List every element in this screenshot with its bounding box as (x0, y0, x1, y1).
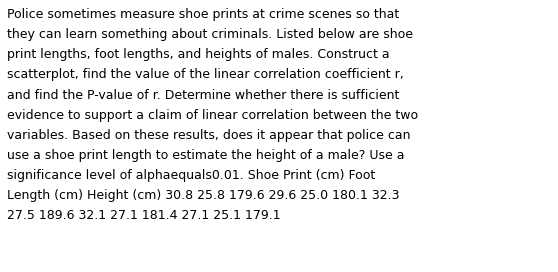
Text: evidence to support a claim of linear correlation between the two: evidence to support a claim of linear co… (7, 109, 418, 122)
Text: they can learn something about criminals. Listed below are shoe: they can learn something about criminals… (7, 28, 413, 41)
Text: scatterplot, find the value of the linear correlation coefficient r,: scatterplot, find the value of the linea… (7, 69, 404, 81)
Text: and find the P-value of r. Determine whether there is sufficient: and find the P-value of r. Determine whe… (7, 89, 400, 101)
Text: print​ lengths, foot​ lengths, and heights of males. Construct a: print​ lengths, foot​ lengths, and heigh… (7, 48, 389, 61)
Text: variables. Based on these​ results, does it appear that police can: variables. Based on these​ results, does… (7, 129, 411, 142)
Text: Police sometimes measure shoe prints at crime scenes so that: Police sometimes measure shoe prints at … (7, 8, 400, 21)
Text: significance level of alphaequals0.01. Shoe Print (cm) Foot: significance level of alphaequals0.01. S… (7, 169, 375, 182)
Text: 27.5 189.6 32.1 27.1 181.4 27.1 25.1 179.1: 27.5 189.6 32.1 27.1 181.4 27.1 25.1 179… (7, 209, 281, 222)
Text: use a shoe print length to estimate the height of a​ male? Use a: use a shoe print length to estimate the … (7, 149, 405, 162)
Text: Length (cm) Height (cm) 30.8 25.8 179.6 29.6 25.0 180.1 32.3: Length (cm) Height (cm) 30.8 25.8 179.6 … (7, 189, 400, 202)
